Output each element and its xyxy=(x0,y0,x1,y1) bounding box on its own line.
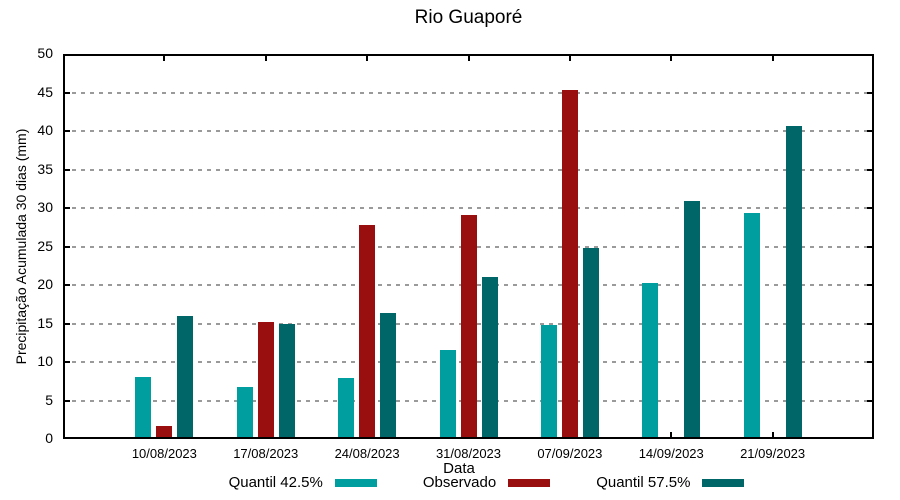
chart-title: Rio Guaporé xyxy=(414,7,523,28)
y-tick xyxy=(867,91,874,94)
x-tick-label: 07/09/2023 xyxy=(537,446,603,461)
bar-quantil-57.5-17-08-2023 xyxy=(278,323,295,439)
legend-swatch xyxy=(508,478,551,487)
x-tick xyxy=(163,54,166,61)
x-tick-label: 10/08/2023 xyxy=(131,446,197,461)
gridline-30 xyxy=(63,207,874,209)
bar-quantil-57.5-21-09-2023 xyxy=(785,125,802,439)
legend-label: Observado xyxy=(422,474,497,491)
legend-entry: Observado xyxy=(422,474,551,491)
gridline-35 xyxy=(63,168,874,171)
bar-observado-10-08-2023 xyxy=(156,425,173,439)
legend-swatch xyxy=(702,478,745,487)
y-tick-label: 10 xyxy=(37,353,53,369)
y-tick xyxy=(867,130,874,132)
bar-quantil-42.5-14-09-2023 xyxy=(642,282,659,439)
y-tick-label: 5 xyxy=(45,391,53,408)
bar-quantil-57.5-24-08-2023 xyxy=(380,313,397,439)
plot-frame xyxy=(63,54,874,439)
y-tick xyxy=(867,168,874,171)
y-tick-label: 15 xyxy=(37,314,53,331)
y-tick xyxy=(867,245,874,248)
gridline-40 xyxy=(63,130,874,132)
x-tick-label: 14/09/2023 xyxy=(638,446,704,461)
x-tick-label: 31/08/2023 xyxy=(435,446,502,461)
bar-quantil-57.5-10-08-2023 xyxy=(177,315,194,439)
legend-entry: Quantil 42.5% xyxy=(229,474,377,491)
x-tick xyxy=(264,54,267,61)
x-tick xyxy=(670,54,673,61)
y-tick-label: 25 xyxy=(37,237,53,254)
x-tick xyxy=(771,432,774,439)
y-tick-label: 35 xyxy=(37,160,53,177)
y-tick-label: 30 xyxy=(37,199,53,215)
bar-quantil-57.5-07-09-2023 xyxy=(582,248,599,439)
bar-quantil-57.5-14-09-2023 xyxy=(684,201,701,439)
y-tick xyxy=(63,399,70,402)
y-tick-label: 20 xyxy=(37,276,53,292)
x-tick xyxy=(771,54,774,61)
x-tick-label: 21/09/2023 xyxy=(740,446,806,461)
bar-quantil-42.5-21-09-2023 xyxy=(743,212,760,439)
bar-observado-17-08-2023 xyxy=(257,321,274,439)
y-tick-label: 40 xyxy=(37,122,53,138)
y-tick xyxy=(63,207,70,209)
legend-entry: Quantil 57.5% xyxy=(596,474,745,491)
x-tick-label: 17/08/2023 xyxy=(233,446,299,461)
y-tick xyxy=(63,130,70,132)
y-tick xyxy=(867,207,874,209)
legend-label: Quantil 57.5% xyxy=(596,474,691,491)
y-tick xyxy=(867,361,874,363)
y-tick xyxy=(867,322,874,325)
y-tick xyxy=(63,284,70,286)
y-tick xyxy=(63,361,70,363)
y-tick-label: 0 xyxy=(45,430,53,446)
x-tick xyxy=(467,54,470,61)
bar-observado-24-08-2023 xyxy=(359,224,376,439)
y-tick-label: 45 xyxy=(37,83,53,100)
bar-quantil-57.5-31-08-2023 xyxy=(481,276,498,439)
x-tick-label: 24/08/2023 xyxy=(334,446,400,461)
gridline-45 xyxy=(63,91,874,94)
legend-swatch xyxy=(334,478,377,487)
y-tick xyxy=(867,399,874,402)
legend: Quantil 42.5% Observado Quantil 57.5% xyxy=(73,474,900,491)
legend-label: Quantil 42.5% xyxy=(228,474,323,491)
x-axis-title: Data xyxy=(443,460,475,477)
y-tick xyxy=(867,284,874,286)
bar-quantil-42.5-17-08-2023 xyxy=(236,386,253,439)
bar-quantil-42.5-07-09-2023 xyxy=(540,325,557,439)
bar-observado-31-08-2023 xyxy=(460,214,477,439)
bar-quantil-42.5-24-08-2023 xyxy=(338,378,355,439)
bar-quantil-42.5-31-08-2023 xyxy=(439,350,456,439)
y-tick xyxy=(63,91,70,94)
y-tick xyxy=(63,245,70,248)
x-tick xyxy=(366,54,369,61)
x-tick xyxy=(568,54,571,61)
x-tick xyxy=(670,432,673,439)
y-tick-label: 50 xyxy=(37,45,53,61)
bar-observado-07-09-2023 xyxy=(561,90,578,439)
y-tick xyxy=(63,322,70,325)
bar-quantil-42.5-10-08-2023 xyxy=(135,377,152,439)
y-tick xyxy=(63,168,70,171)
